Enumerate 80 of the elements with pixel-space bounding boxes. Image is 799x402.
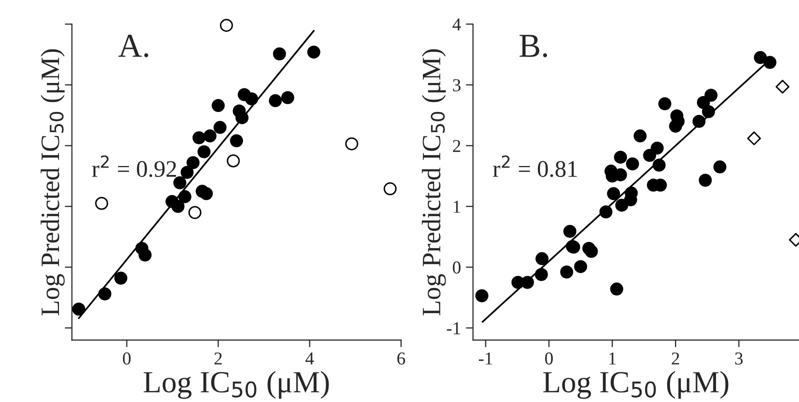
point (698, 174, 712, 187)
y-axis-title: Log Predicted IC$_{50}$ (μM) (422, 49, 446, 316)
point (534, 268, 548, 281)
point (658, 97, 672, 110)
point (272, 47, 286, 60)
y-tick-label: -1 (446, 322, 460, 334)
point (763, 56, 776, 69)
point (188, 206, 202, 219)
point (754, 51, 767, 64)
annotation: B. (520, 34, 548, 58)
point (171, 200, 184, 213)
point (186, 156, 200, 170)
annotation: A. (118, 34, 148, 58)
point (599, 205, 612, 218)
point (536, 252, 549, 266)
x-tick-label: 0 (122, 352, 131, 365)
point (235, 111, 248, 124)
x-axis-title: Log IC$_{50}$ (μM) (144, 371, 329, 399)
point (643, 148, 656, 162)
x-axis-title: Log IC$_{50}$ (μM) (543, 371, 728, 399)
point (178, 190, 192, 204)
x-tick-label: 4 (305, 352, 314, 364)
point (626, 157, 640, 170)
point (713, 160, 726, 174)
point (114, 272, 128, 285)
point (574, 260, 588, 274)
point (652, 158, 666, 172)
point (214, 120, 227, 134)
point (245, 92, 258, 106)
point (747, 131, 761, 146)
point (198, 145, 211, 158)
y-tick-label: 3 (453, 79, 460, 92)
annotation: r$^{2}$ = 0.92 (92, 155, 176, 178)
point (615, 198, 628, 212)
point (650, 142, 664, 155)
y-tick-label: 0 (452, 261, 461, 274)
x-tick-label: 6 (397, 352, 406, 365)
y-axis-title: Log Predicted IC$_{50}$ (μM) (40, 49, 65, 316)
point (692, 114, 706, 128)
point (520, 276, 534, 289)
point (173, 176, 186, 190)
point (384, 182, 397, 196)
y-tick-label: 1 (454, 200, 460, 213)
point (226, 154, 240, 168)
point (180, 166, 194, 179)
point (702, 105, 715, 118)
point (560, 266, 574, 279)
y-tick-label: 4 (452, 18, 461, 30)
point (281, 91, 294, 104)
point (610, 282, 624, 296)
point (98, 287, 112, 300)
point (212, 99, 225, 112)
point (607, 187, 620, 200)
point (345, 137, 358, 150)
point (776, 80, 790, 94)
x-tick-label: 2 (214, 352, 222, 364)
point (95, 196, 108, 210)
point (138, 248, 152, 262)
point (220, 18, 233, 32)
annotation: r$^{2}$ = 0.81 (493, 155, 577, 178)
x-tick-label: 1 (609, 352, 616, 364)
point (307, 46, 320, 59)
x-tick-label: 2 (672, 352, 680, 364)
x-tick-label: 3 (735, 352, 743, 365)
point (203, 129, 216, 142)
point (230, 134, 244, 148)
y-tick-label: 2 (452, 140, 460, 152)
point (634, 129, 647, 142)
x-tick-label: -1 (478, 352, 492, 364)
x-tick-label: 0 (545, 352, 553, 365)
point (72, 302, 86, 316)
point (584, 244, 598, 258)
point (200, 187, 213, 200)
point (475, 289, 488, 302)
point (268, 94, 282, 108)
point (614, 150, 627, 164)
point (192, 131, 206, 144)
point (669, 120, 682, 133)
point (563, 224, 576, 238)
point (704, 88, 718, 102)
